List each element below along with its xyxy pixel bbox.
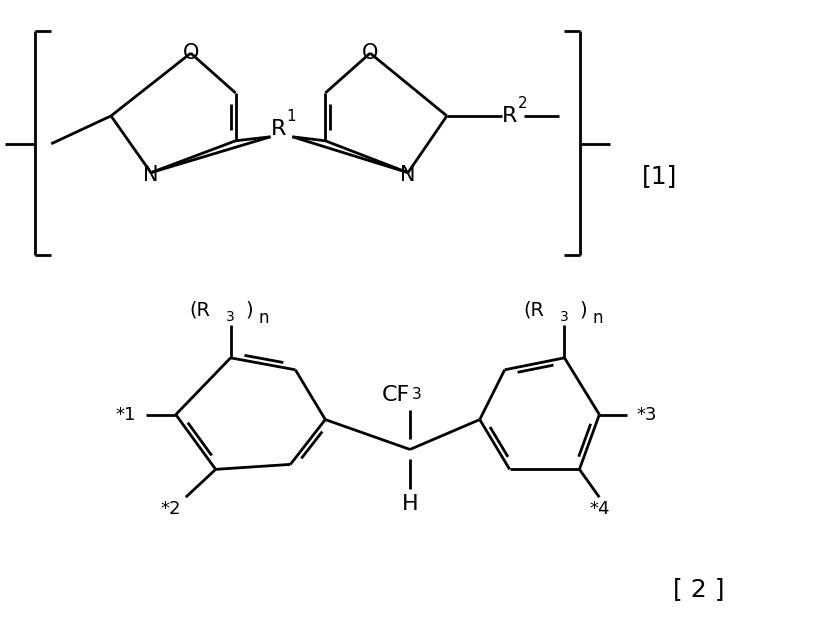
- Text: N: N: [401, 165, 415, 185]
- Text: O: O: [362, 43, 379, 63]
- Text: 3: 3: [225, 310, 234, 324]
- Text: [1]: [1]: [641, 163, 676, 188]
- Text: n: n: [592, 309, 603, 327]
- Text: R: R: [502, 106, 517, 126]
- Text: 3: 3: [560, 310, 568, 324]
- Text: ): ): [246, 300, 253, 320]
- Text: 1: 1: [286, 109, 296, 124]
- Text: *2: *2: [161, 500, 181, 518]
- Text: 2: 2: [518, 96, 527, 111]
- Text: R: R: [271, 119, 286, 139]
- Text: N: N: [143, 165, 158, 185]
- Text: (R: (R: [189, 300, 211, 320]
- Text: *1: *1: [116, 406, 136, 424]
- Text: [ 2 ]: [ 2 ]: [673, 577, 725, 601]
- Text: CF: CF: [382, 385, 410, 404]
- Text: ): ): [579, 300, 587, 320]
- Text: *4: *4: [589, 500, 610, 518]
- Text: 3: 3: [412, 387, 422, 402]
- Text: (R: (R: [524, 300, 544, 320]
- Text: n: n: [259, 309, 269, 327]
- Text: H: H: [401, 494, 419, 514]
- Text: O: O: [183, 43, 199, 63]
- Text: *3: *3: [637, 406, 658, 424]
